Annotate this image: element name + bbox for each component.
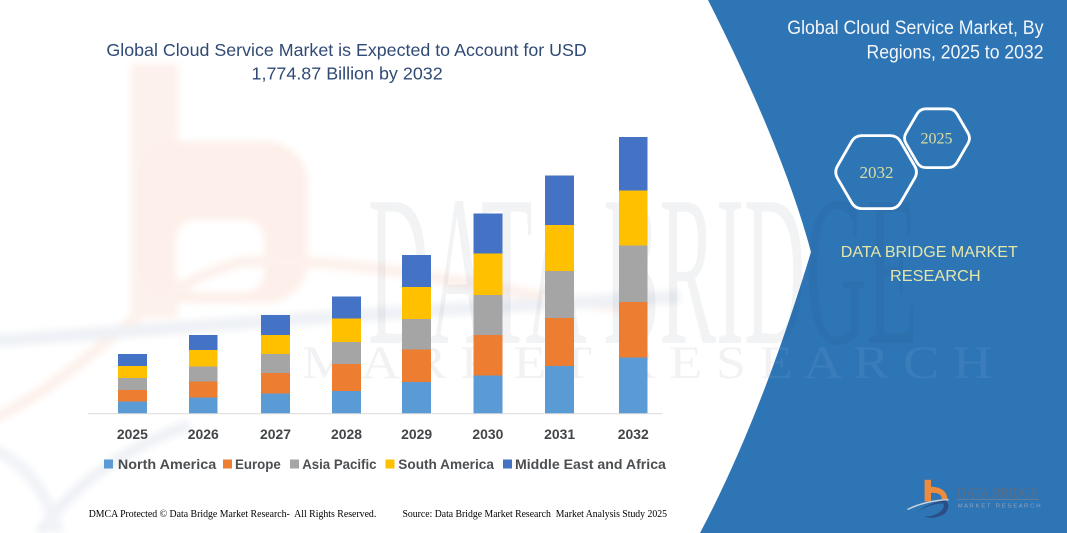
svg-text:2029: 2029 (401, 426, 432, 442)
svg-text:North America: North America (118, 456, 217, 472)
svg-text:2027: 2027 (260, 426, 291, 442)
svg-text:DATA BRIDGE: DATA BRIDGE (957, 485, 1039, 501)
svg-text:South America: South America (398, 456, 494, 472)
svg-text:1,774.87 Billion by 2032: 1,774.87 Billion by 2032 (252, 64, 443, 84)
svg-text:Regions, 2025 to 2032: Regions, 2025 to 2032 (867, 42, 1044, 63)
svg-text:RESEARCH: RESEARCH (890, 268, 981, 285)
svg-text:Middle East and Africa: Middle East and Africa (515, 456, 666, 472)
svg-text:Europe: Europe (235, 456, 281, 472)
svg-text:2032: 2032 (618, 426, 649, 442)
svg-text:Asia Pacific: Asia Pacific (302, 456, 376, 472)
svg-text:2031: 2031 (544, 426, 575, 442)
svg-text:2026: 2026 (188, 426, 219, 442)
svg-text:DATA BRIDGE MARKET: DATA BRIDGE MARKET (841, 244, 1019, 261)
svg-text:M A R K E T R E S E A R C H: M A R K E T R E S E A R C H (958, 504, 1041, 510)
svg-text:2032: 2032 (860, 163, 894, 182)
svg-text:DMCA Protected © Data Bridge M: DMCA Protected © Data Bridge Market Rese… (89, 508, 377, 520)
svg-text:2025: 2025 (117, 426, 148, 442)
svg-text:Source: Data Bridge Market Res: Source: Data Bridge Market Research Mark… (403, 508, 668, 520)
svg-text:Global Cloud Service Market, B: Global Cloud Service Market, By (787, 18, 1044, 39)
svg-text:2028: 2028 (331, 426, 362, 442)
svg-text:2030: 2030 (472, 426, 503, 442)
svg-text:2025: 2025 (921, 131, 953, 148)
svg-text:Global Cloud Service Market is: Global Cloud Service Market is Expected … (106, 40, 586, 60)
